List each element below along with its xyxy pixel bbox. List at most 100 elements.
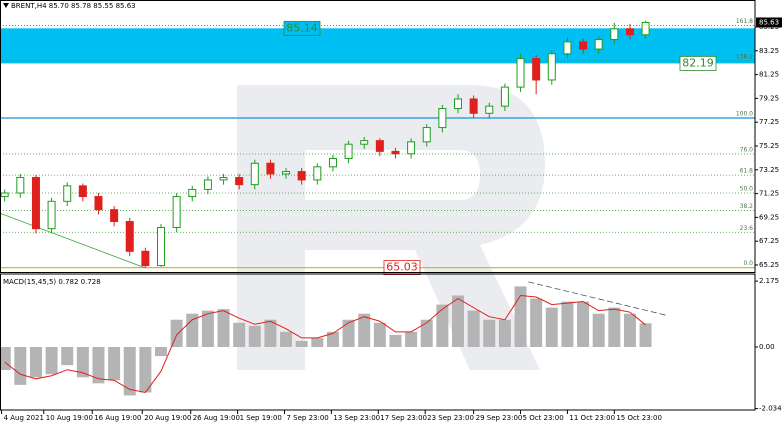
candle-body bbox=[547, 53, 556, 81]
macd-bar bbox=[217, 309, 230, 347]
macd-bar bbox=[498, 319, 511, 347]
y-tick-label: 79.25 bbox=[759, 94, 779, 102]
y-tick-label: 75.25 bbox=[759, 142, 779, 150]
macd-bar bbox=[233, 322, 246, 347]
macd-bar bbox=[155, 346, 168, 357]
fib-label: 161.8 bbox=[736, 18, 753, 25]
candle-body bbox=[63, 185, 72, 202]
macd-bar bbox=[436, 304, 449, 347]
macd-frame bbox=[0, 273, 756, 411]
candle-body bbox=[172, 196, 181, 228]
candle-body bbox=[407, 141, 416, 155]
macd-bar bbox=[201, 310, 214, 347]
x-tick-label: 5 Oct 23:00 bbox=[523, 414, 564, 422]
fib-label: 138.2 bbox=[736, 53, 753, 60]
macd-bar bbox=[514, 286, 527, 347]
x-tick-label: 20 Aug 19:00 bbox=[144, 414, 191, 422]
macd-bar bbox=[467, 310, 480, 347]
candle-body bbox=[110, 209, 119, 223]
candle-body bbox=[125, 221, 134, 252]
macd-bar bbox=[311, 337, 324, 347]
candle-body bbox=[422, 127, 431, 143]
macd-bar bbox=[389, 334, 402, 347]
macd-bar bbox=[639, 323, 652, 347]
candle-body bbox=[141, 250, 150, 267]
price-label: 82.19 bbox=[682, 56, 714, 69]
candle-body bbox=[594, 39, 603, 50]
candle-body bbox=[454, 98, 463, 110]
candle-body bbox=[610, 28, 619, 41]
macd-bar bbox=[592, 313, 605, 347]
x-tick-label: 17 Sep 23:00 bbox=[380, 414, 427, 422]
candle-body bbox=[532, 58, 541, 81]
macd-bar bbox=[326, 331, 339, 347]
macd-bar bbox=[123, 346, 136, 396]
price-label-box bbox=[283, 20, 321, 36]
indicator-label: MACD(15,45,5) 0.782 0.728 bbox=[3, 278, 101, 286]
y-tick-label: 81.25 bbox=[759, 71, 779, 79]
fib-label: 23.6 bbox=[740, 225, 754, 232]
macd-bar bbox=[108, 346, 121, 381]
x-tick-label: 1 Sep 19:00 bbox=[240, 414, 282, 422]
candle-body bbox=[625, 28, 634, 36]
macd-bar bbox=[452, 295, 465, 347]
candle-body bbox=[579, 41, 588, 50]
candle-body bbox=[391, 150, 400, 155]
macd-bar bbox=[420, 319, 433, 347]
y-tick-label: 69.25 bbox=[759, 213, 779, 221]
candle-body bbox=[157, 226, 166, 267]
macd-signal bbox=[4, 294, 646, 393]
candle-body bbox=[360, 140, 369, 145]
y-tick-label: 73.25 bbox=[759, 166, 779, 174]
macd-bar bbox=[405, 331, 418, 347]
macd-bar bbox=[295, 340, 308, 347]
fib-label: 50.0 bbox=[740, 185, 754, 192]
y-tick-label: 83.25 bbox=[759, 47, 779, 55]
candle-body bbox=[328, 157, 337, 168]
candle-body bbox=[219, 177, 228, 181]
macd-bar bbox=[92, 346, 105, 384]
macd-bar bbox=[186, 313, 199, 347]
macd-bar bbox=[545, 307, 558, 347]
y-tick-label: 2.175 bbox=[759, 277, 779, 285]
y-tick-label: 77.25 bbox=[759, 118, 779, 126]
macd-bar bbox=[76, 346, 89, 378]
macd-bar bbox=[0, 346, 11, 371]
header: BRENT,H4 85.70 85.78 85.55 85.63 bbox=[11, 2, 136, 10]
x-tick-label: 13 Sep 23:00 bbox=[333, 414, 380, 422]
candle-body bbox=[297, 171, 306, 181]
last-price-box bbox=[756, 17, 782, 28]
fib-label: 61.8 bbox=[740, 168, 754, 175]
x-tick-label: 29 Sep 23:00 bbox=[476, 414, 523, 422]
price-label: 65.03 bbox=[386, 261, 418, 274]
candle-body bbox=[250, 162, 259, 186]
candle-body bbox=[282, 171, 291, 175]
x-tick-label: 7 Sep 23:00 bbox=[286, 414, 328, 422]
candle-body bbox=[485, 105, 494, 114]
main-frame bbox=[0, 0, 756, 273]
y-tick-label: 67.25 bbox=[759, 237, 779, 245]
menu-arrow[interactable] bbox=[3, 3, 9, 8]
macd-bar bbox=[61, 346, 74, 366]
candle-body bbox=[47, 200, 56, 230]
y-tick-label: 71.25 bbox=[759, 190, 779, 198]
candle-body bbox=[266, 162, 275, 175]
price-label: 85.14 bbox=[286, 21, 318, 34]
fib-label: 38.2 bbox=[740, 203, 754, 210]
candle-body bbox=[16, 177, 25, 194]
macd-bar bbox=[483, 319, 496, 347]
y-tick-label: -2.034 bbox=[759, 405, 782, 413]
watermark bbox=[237, 85, 545, 370]
candle-body bbox=[438, 108, 447, 129]
macd-bar bbox=[139, 346, 152, 393]
y-tick-label: 0.00 bbox=[759, 343, 775, 351]
trendline bbox=[0, 212, 146, 269]
macd-bar bbox=[358, 313, 371, 347]
macd-trendline bbox=[528, 281, 666, 316]
x-tick-label: 26 Aug 19:00 bbox=[193, 414, 240, 422]
candle-body bbox=[313, 166, 322, 181]
macd-bar bbox=[530, 298, 543, 347]
x-tick-label: 23 Sep 23:00 bbox=[427, 414, 474, 422]
macd-bar bbox=[342, 319, 355, 347]
